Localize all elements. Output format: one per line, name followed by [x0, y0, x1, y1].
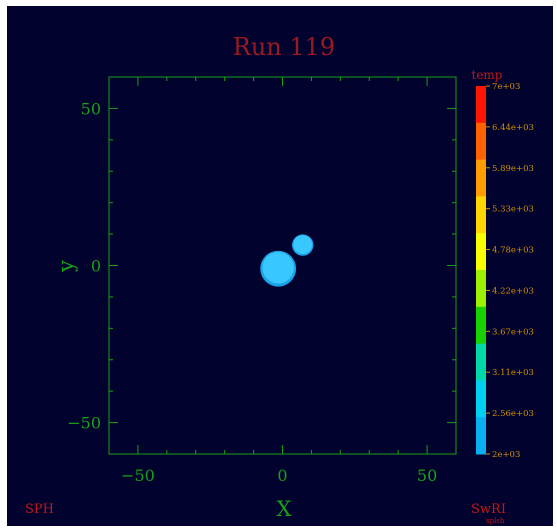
colorbar-tick-label: 5.89e+03: [492, 164, 534, 174]
colorbar-tick-label: 3.11e+03: [492, 368, 534, 378]
colorbar-tick-label: 6.44e+03: [492, 123, 534, 133]
colorbar-swatch: [476, 343, 486, 381]
colorbar-title: temp: [472, 68, 503, 82]
particle-body-core: [262, 251, 294, 284]
colorbar-swatch: [476, 380, 486, 418]
particle-body: [260, 250, 297, 287]
colorbar-tick-label: 2.56e+03: [492, 409, 534, 419]
y-tick-label: 0: [91, 257, 101, 276]
colorbar-swatch: [476, 122, 486, 161]
colorbar-swatches: [476, 86, 486, 455]
plot-canvas: Run 119 −50 0 50 −50 0 50 X y temp 7e+03 6.44e…: [25, 33, 534, 525]
colorbar-swatch: [476, 306, 486, 345]
x-tick-label: 0: [277, 466, 287, 485]
colorbar-swatch: [476, 86, 486, 124]
colorbar-swatch: [476, 417, 486, 455]
colorbar-swatch: [476, 270, 486, 308]
colorbar-tick-label: 5.33e+03: [492, 205, 534, 215]
y-axis-label: y: [54, 260, 78, 273]
x-tick-label: −50: [121, 466, 155, 485]
colorbar-swatch: [476, 159, 486, 197]
particle-bodies: [260, 234, 314, 287]
colorbar-tick-label: 3.67e+03: [492, 327, 534, 337]
chart-title: Run 119: [233, 33, 335, 61]
colorbar-swatch: [476, 196, 486, 234]
particle-body: [292, 234, 314, 256]
colorbar: temp 7e+03 6.44e+03 5.89e+03 5.33e+03 4.78e+…: [472, 68, 534, 460]
colorbar-swatch: [476, 233, 486, 271]
colorbar-tick-label: 4.78e+03: [492, 246, 534, 256]
footer-splsh-label: splsh: [486, 517, 505, 525]
colorbar-tick-label: 2e+03: [492, 450, 520, 460]
particle-body-core: [293, 235, 313, 254]
axis-ticks: −50 0 50 −50 0 50: [67, 77, 456, 485]
footer-swri-label: SwRI: [471, 502, 506, 517]
y-tick-label: −50: [67, 414, 101, 433]
y-tick-label: 50: [81, 99, 101, 118]
colorbar-tick-labels: 7e+03 6.44e+03 5.89e+03 5.33e+03 4.78e+03 4.2…: [486, 82, 534, 460]
colorbar-tick-label: 4.22e+03: [492, 286, 534, 296]
x-axis-label: X: [277, 497, 292, 521]
colorbar-tick-label: 7e+03: [492, 82, 520, 92]
footer-sph-label: SPH: [25, 502, 54, 517]
plot-frame: Run 119 −50 0 50 −50 0 50 X y temp 7e+03 6.44e…: [7, 6, 553, 526]
x-tick-label: 50: [417, 466, 437, 485]
